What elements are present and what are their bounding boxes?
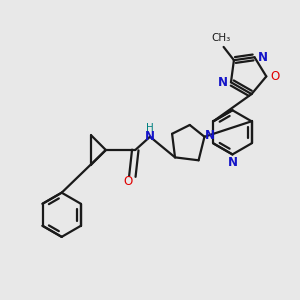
Text: H: H	[146, 123, 154, 133]
Text: O: O	[123, 175, 133, 188]
Text: N: N	[228, 156, 238, 169]
Text: N: N	[218, 76, 228, 89]
Text: CH₃: CH₃	[211, 33, 230, 43]
Text: N: N	[258, 51, 268, 64]
Text: N: N	[205, 129, 215, 142]
Text: O: O	[270, 70, 279, 83]
Text: N: N	[145, 130, 155, 143]
